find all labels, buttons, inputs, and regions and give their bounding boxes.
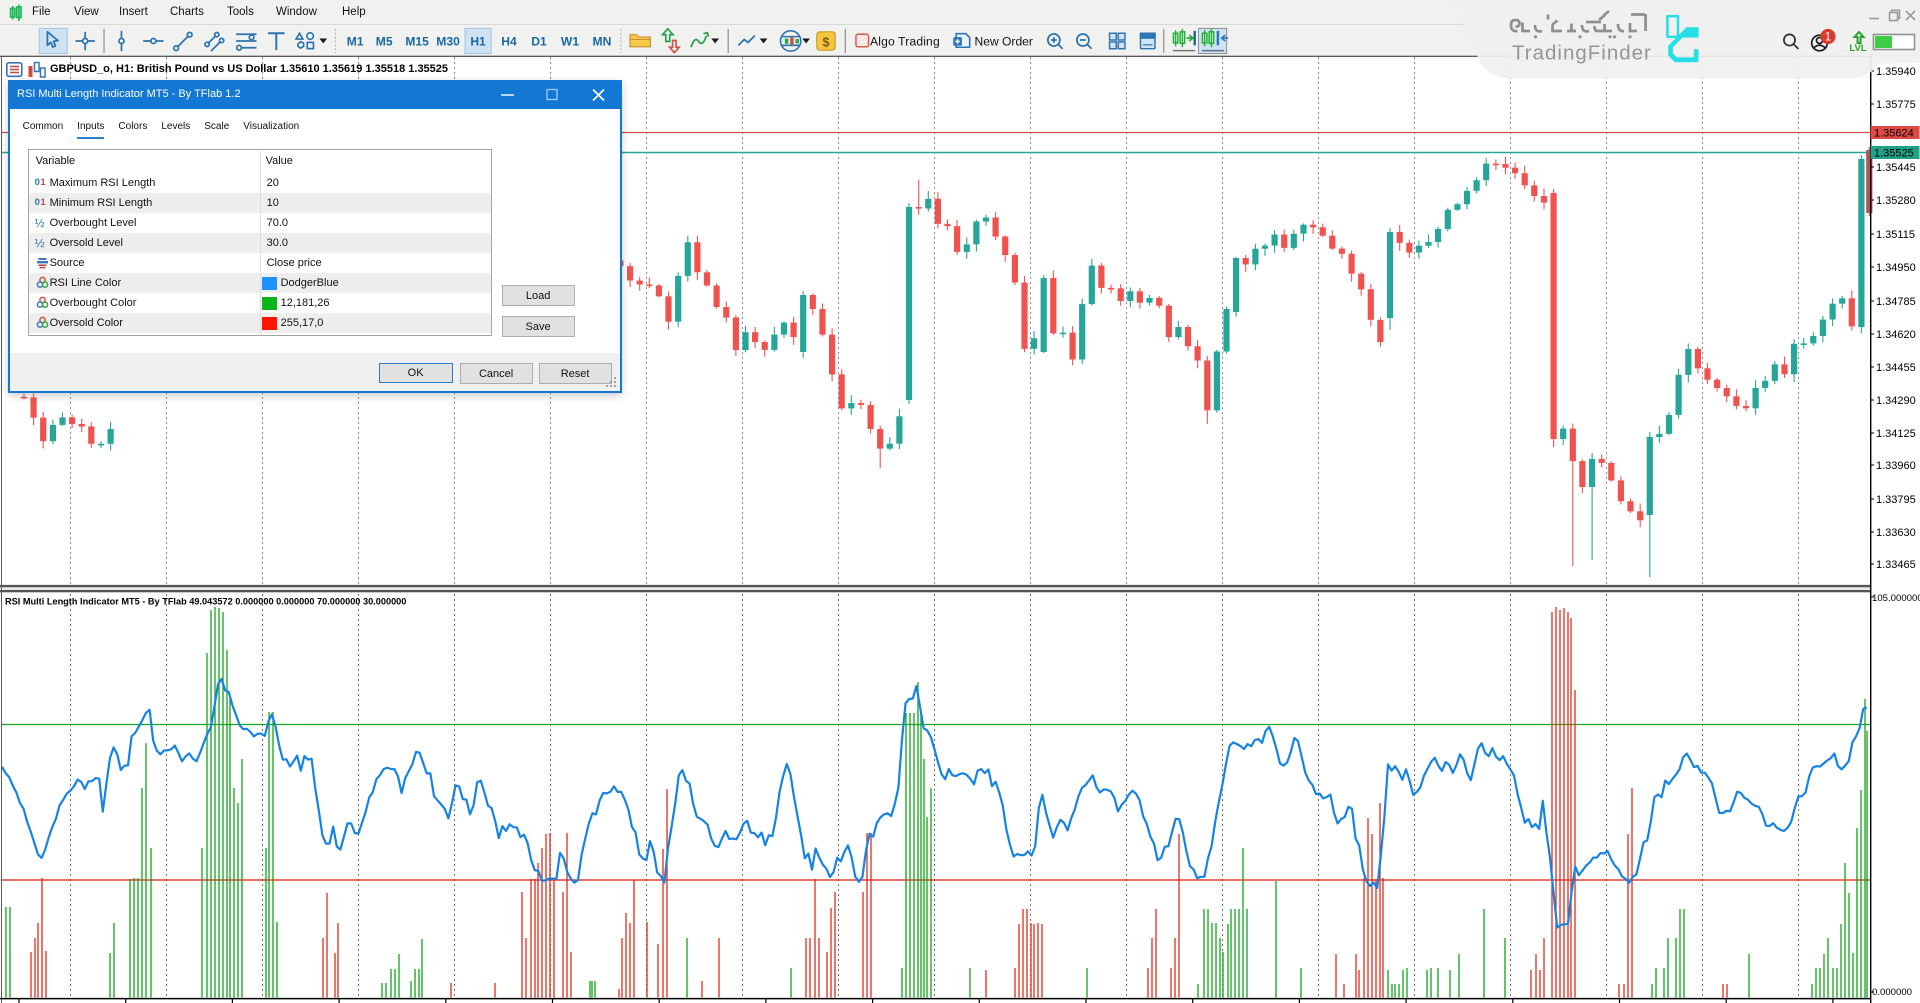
svg-text:Algo Trading: Algo Trading xyxy=(870,34,940,48)
svg-text:1.34620: 1.34620 xyxy=(1876,329,1916,341)
svg-text:1.35280: 1.35280 xyxy=(1876,195,1916,207)
svg-text:1.33630: 1.33630 xyxy=(1876,527,1916,539)
svg-text:1.35624: 1.35624 xyxy=(1874,128,1914,140)
svg-text:$: $ xyxy=(822,35,829,49)
svg-text:TradingFinder: TradingFinder xyxy=(1512,42,1652,65)
svg-text:M5: M5 xyxy=(376,34,393,48)
svg-text:M1: M1 xyxy=(347,34,364,48)
svg-text:D1: D1 xyxy=(531,34,547,48)
svg-text:1: 1 xyxy=(1825,32,1831,44)
svg-text:W1: W1 xyxy=(561,34,579,48)
svg-text:1.34950: 1.34950 xyxy=(1876,262,1916,274)
svg-text:RSI Multi Length Indicator MT5: RSI Multi Length Indicator MT5 - By TFla… xyxy=(5,597,406,607)
svg-text:1.34125: 1.34125 xyxy=(1876,428,1916,440)
svg-text:0.000000: 0.000000 xyxy=(1872,987,1912,998)
svg-text:H4: H4 xyxy=(501,34,517,48)
svg-text:LVL: LVL xyxy=(1849,43,1866,54)
svg-text:New Order: New Order xyxy=(975,34,1033,48)
svg-text:1.33960: 1.33960 xyxy=(1876,460,1916,472)
svg-text:H1: H1 xyxy=(470,34,486,48)
svg-text:M30: M30 xyxy=(436,34,460,48)
svg-text:1.35445: 1.35445 xyxy=(1876,162,1916,174)
svg-text:1.34785: 1.34785 xyxy=(1876,296,1916,308)
svg-text:1.35775: 1.35775 xyxy=(1876,99,1916,111)
svg-text:MN: MN xyxy=(593,34,612,48)
svg-text:1.33465: 1.33465 xyxy=(1876,559,1916,571)
svg-text:1.35115: 1.35115 xyxy=(1876,229,1915,241)
svg-text:105.000000: 105.000000 xyxy=(1872,593,1920,604)
svg-text:1.34455: 1.34455 xyxy=(1876,362,1916,374)
svg-text:1.34290: 1.34290 xyxy=(1876,395,1916,407)
svg-text:1.35940: 1.35940 xyxy=(1876,66,1916,78)
svg-text:1.35525: 1.35525 xyxy=(1874,148,1914,160)
svg-text:GBPUSD_o, H1: British Pound v: GBPUSD_o, H1: British Pound vs US Dollar… xyxy=(50,63,448,75)
svg-text:1.33795: 1.33795 xyxy=(1876,494,1916,506)
svg-text:M15: M15 xyxy=(405,34,429,48)
